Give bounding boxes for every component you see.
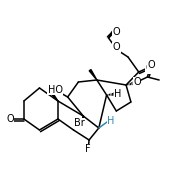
Text: F: F [85, 144, 91, 154]
Text: HO: HO [48, 85, 63, 95]
Text: H: H [114, 89, 122, 99]
Text: O: O [133, 77, 141, 87]
Text: H: H [107, 116, 114, 126]
Text: O: O [113, 27, 120, 37]
Text: O: O [113, 42, 120, 52]
Text: O: O [145, 63, 153, 73]
Polygon shape [50, 91, 58, 101]
Polygon shape [89, 70, 97, 80]
Text: O: O [6, 114, 14, 124]
Text: Br: Br [74, 118, 85, 128]
Text: O: O [147, 60, 155, 70]
